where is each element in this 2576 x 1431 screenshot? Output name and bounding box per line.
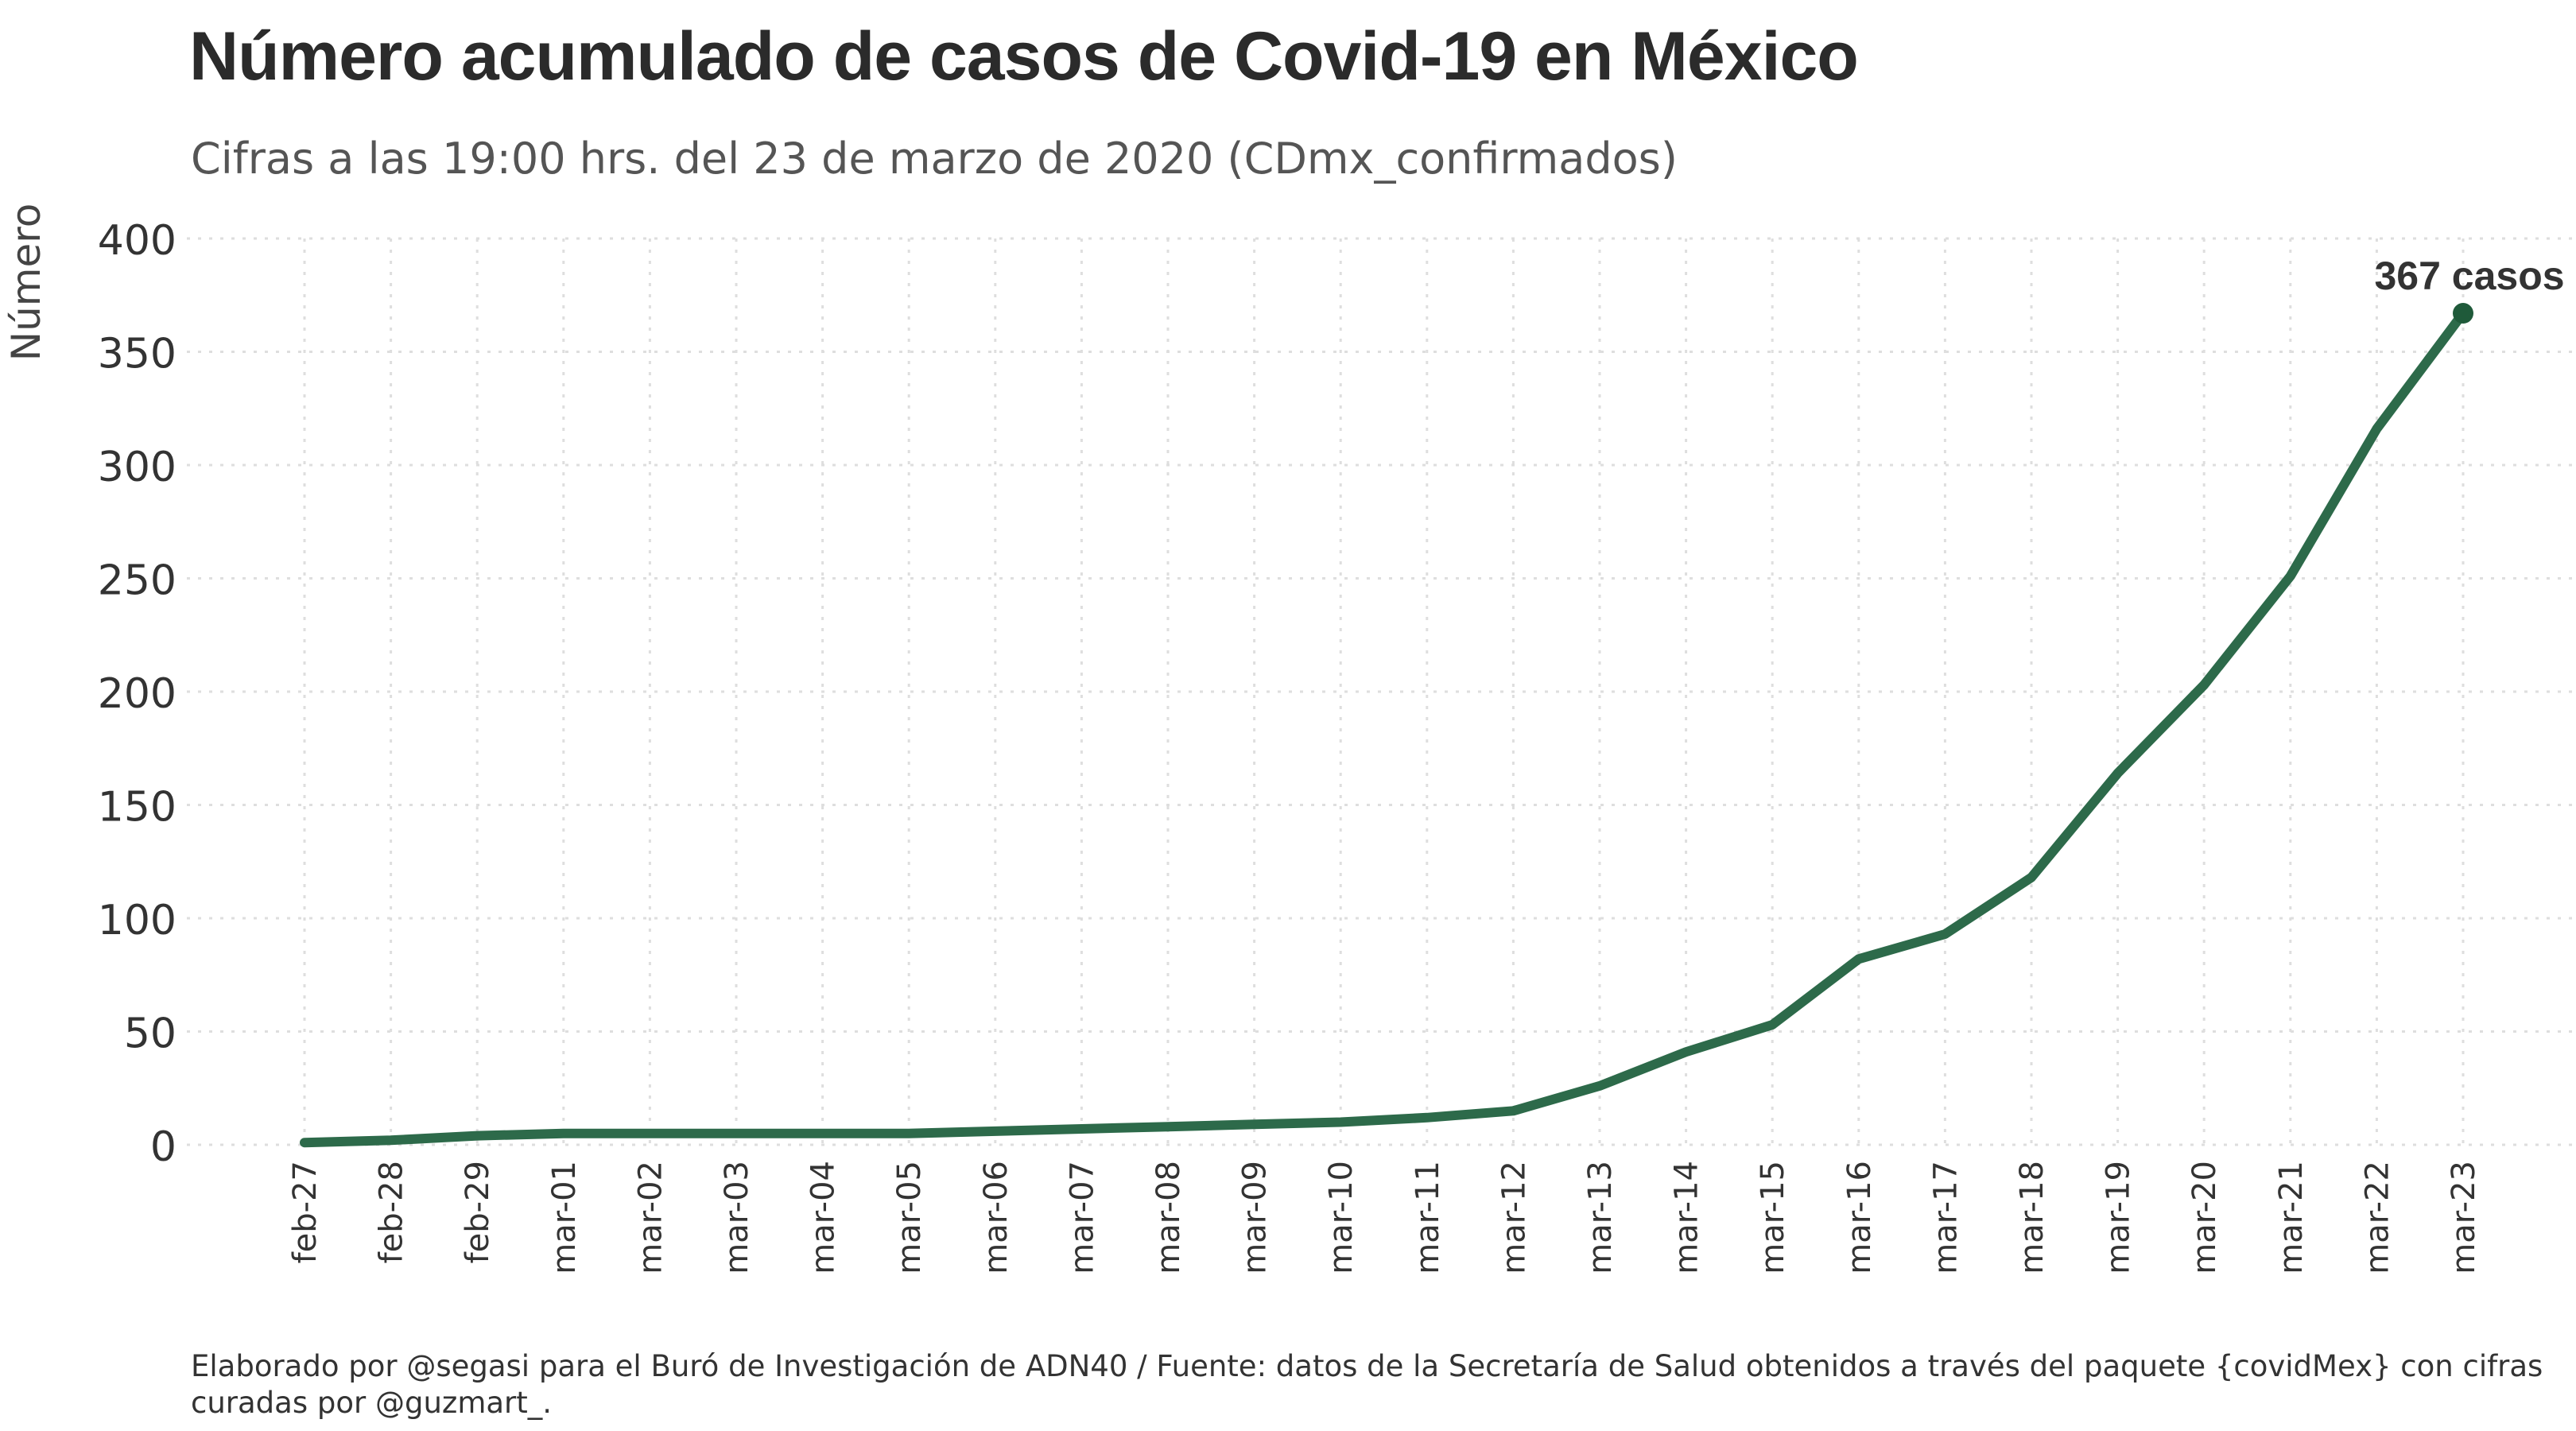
x-tick-label: mar-16 xyxy=(1841,1161,1878,1274)
x-tick-label: mar-15 xyxy=(1755,1161,1791,1274)
x-tick-label: mar-03 xyxy=(719,1161,755,1274)
y-tick-label: 50 xyxy=(124,1010,177,1058)
y-tick-label: 100 xyxy=(98,897,177,944)
x-tick-label: mar-09 xyxy=(1237,1161,1274,1274)
x-tick-label: mar-05 xyxy=(891,1161,928,1274)
y-tick-label: 200 xyxy=(98,670,177,718)
y-tick-label: 350 xyxy=(98,331,177,378)
source-caption: Elaborado por @segasi para el Buró de In… xyxy=(191,1349,2543,1420)
x-tick-label: mar-12 xyxy=(1496,1161,1532,1274)
x-tick-label: feb-29 xyxy=(460,1161,496,1263)
chart-title: Número acumulado de casos de Covid-19 en… xyxy=(189,18,1859,95)
chart-subtitle: Cifras a las 19:00 hrs. del 23 de marzo … xyxy=(191,134,1678,184)
x-tick-label: mar-14 xyxy=(1669,1161,1705,1274)
x-tick-label: mar-11 xyxy=(1410,1161,1446,1274)
annotation-label: 367 casos xyxy=(2374,254,2564,298)
series-line xyxy=(300,308,2468,1148)
data-point xyxy=(2453,303,2473,324)
y-tick-label: 300 xyxy=(98,444,177,491)
y-tick-label: 400 xyxy=(98,217,177,265)
x-tick-label: feb-27 xyxy=(287,1161,324,1263)
x-tick-label: mar-18 xyxy=(2014,1161,2050,1274)
y-tick-label: 250 xyxy=(98,557,177,605)
x-tick-label: mar-08 xyxy=(1150,1161,1187,1274)
x-tick-label: mar-23 xyxy=(2446,1161,2482,1274)
x-tick-label: mar-07 xyxy=(1064,1161,1100,1274)
y-axis-label: Número xyxy=(3,204,49,362)
x-tick-label: mar-17 xyxy=(1927,1161,1964,1274)
x-tick-label: mar-20 xyxy=(2186,1161,2223,1274)
x-tick-label: mar-13 xyxy=(1582,1161,1619,1274)
x-tick-label: mar-19 xyxy=(2101,1161,2137,1274)
x-tick-label: mar-10 xyxy=(1323,1161,1360,1274)
y-tick-label: 0 xyxy=(150,1123,177,1171)
x-tick-label: mar-22 xyxy=(2359,1161,2396,1274)
x-tick-label: feb-28 xyxy=(374,1161,410,1263)
x-tick-label: mar-04 xyxy=(805,1161,842,1274)
x-tick-label: mar-06 xyxy=(978,1161,1014,1274)
y-tick-label: 150 xyxy=(98,784,177,832)
x-tick-label: mar-02 xyxy=(632,1161,669,1274)
x-tick-label: mar-01 xyxy=(546,1161,583,1274)
x-tick-label: mar-21 xyxy=(2273,1161,2310,1274)
